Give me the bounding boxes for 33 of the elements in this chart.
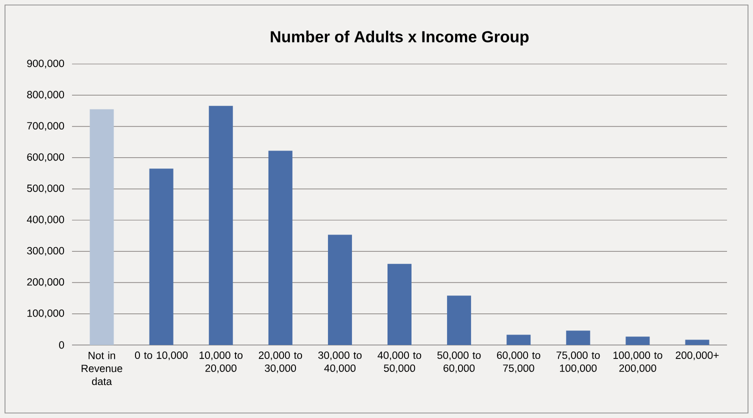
y-tick-label: 400,000: [26, 216, 64, 224]
x-tick-label: Not in Revenue data: [82, 352, 122, 386]
x-tick-label: 0 to 10,000: [134, 352, 188, 360]
x-tick-label: 200,000+: [676, 352, 719, 360]
x-tick-label: 40,000 to 50,000: [378, 352, 422, 374]
bar: [447, 296, 472, 345]
x-tick-label: 20,000 to 30,000: [258, 352, 302, 374]
y-tick-label: 800,000: [27, 90, 64, 100]
bar: [388, 264, 412, 345]
y-tick-label: 600,000: [27, 153, 64, 162]
bar: [685, 340, 710, 345]
x-tick-label: 30,000 to 40,000: [318, 352, 362, 374]
x-tick-label: 60,000 to 75,000: [497, 352, 540, 374]
bar: [626, 336, 650, 345]
y-tick-label: 100,000: [27, 309, 64, 318]
bar: [208, 106, 233, 345]
y-tick-label: 0: [59, 341, 64, 349]
bar: [506, 334, 531, 345]
bar: [268, 150, 292, 345]
y-tick-label: 200,000: [27, 278, 64, 287]
x-tick-label: 10,000 to 20,000: [200, 352, 243, 374]
x-tick-label: 100,000 to 200,000: [613, 352, 662, 374]
bar: [566, 330, 590, 345]
x-tick-label: 50,000 to 60,000: [437, 352, 481, 374]
bar: [90, 109, 114, 345]
chart-title: Number of Adults x Income Group: [270, 30, 529, 46]
y-tick-label: 900,000: [27, 60, 64, 68]
y-tick-label: 300,000: [27, 247, 64, 256]
y-tick-label: 500,000: [27, 184, 64, 194]
bar: [149, 168, 174, 345]
y-tick-label: 700,000: [27, 122, 64, 131]
x-tick-label: 75,000 to 100,000: [556, 352, 600, 374]
bar: [328, 234, 352, 345]
